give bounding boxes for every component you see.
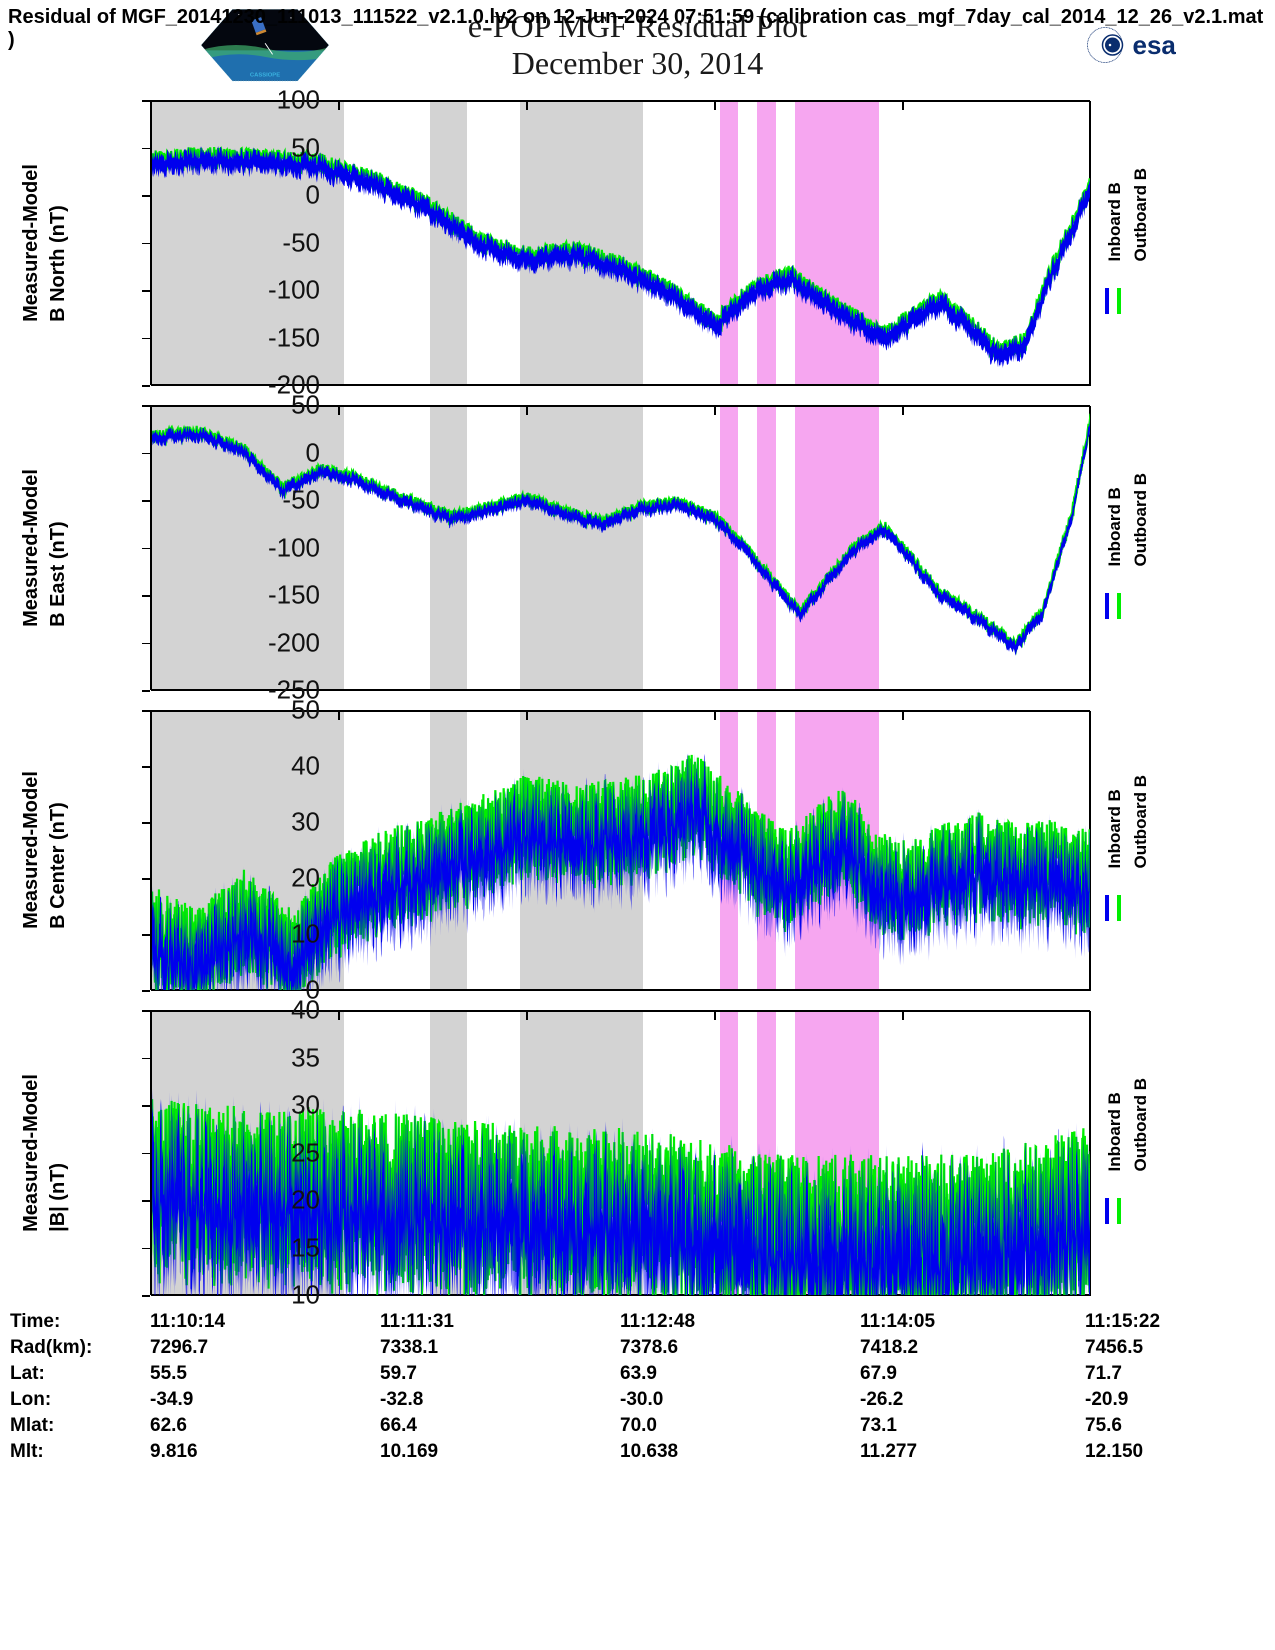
panel-b-magnitude: 40 35 30 25 20 15 10 Measured-Model |B| (nT) Inbo… bbox=[0, 1000, 1275, 1305]
y-axis-label-mag: Measured-Model |B| (nT) bbox=[20, 1074, 70, 1232]
legend-east: Inboard B Outboard B bbox=[1100, 473, 1250, 623]
legend-mag: Inboard B Outboard B bbox=[1100, 1078, 1250, 1228]
ytick-label-center-10: 10 bbox=[210, 919, 320, 950]
inboard-b-swatch bbox=[1105, 288, 1109, 314]
ytick-label-north--50: -50 bbox=[210, 227, 320, 258]
ytick-label-mag-30: 30 bbox=[210, 1090, 320, 1121]
y-axis-label-center: Measured-Model B Center (nT) bbox=[20, 771, 70, 929]
ytick-label-east-50: 50 bbox=[210, 390, 320, 421]
y-axis-label-north: Measured-Model B North (nT) bbox=[20, 164, 70, 322]
ytick-label-mag-35: 35 bbox=[210, 1042, 320, 1073]
outboard-b-swatch bbox=[1117, 288, 1121, 314]
ytick-label-center-30: 30 bbox=[210, 807, 320, 838]
y-axis-label-east: Measured-Model B East (nT) bbox=[20, 469, 70, 627]
time-table-row-radkm: Rad(km): 7296.7 7338.1 7378.6 7418.2 7456.5 bbox=[0, 1337, 1275, 1363]
panel-b-center: 50 40 30 20 10 0 Measured-Model B Center (nT) In… bbox=[0, 700, 1275, 1000]
panel-b-east: 50 0 -50 -100 -150 -200 -250 Measured-Model B Ea… bbox=[0, 395, 1275, 700]
ytick-label-north-50: 50 bbox=[210, 132, 320, 163]
ytick-label-east-0: 0 bbox=[210, 437, 320, 468]
ytick-label-east--50: -50 bbox=[210, 485, 320, 516]
ytick-label-center-20: 20 bbox=[210, 863, 320, 894]
ytick-label-mag-15: 15 bbox=[210, 1232, 320, 1263]
inboard-b-swatch bbox=[1105, 1198, 1109, 1224]
ytick-label-east--150: -150 bbox=[210, 580, 320, 611]
outboard-b-swatch bbox=[1117, 1198, 1121, 1224]
ytick-label-center-50: 50 bbox=[210, 695, 320, 726]
time-table-row-mlat: Mlat: 62.6 66.4 70.0 73.1 75.6 bbox=[0, 1415, 1275, 1441]
time-table-row-time: Time: 11:10:14 11:11:31 11:12:48 11:14:05 11:… bbox=[0, 1311, 1275, 1337]
ytick-label-north-0: 0 bbox=[210, 180, 320, 211]
ytick-label-center-40: 40 bbox=[210, 751, 320, 782]
footer-text: Residual of MGF_20141230_111013_111522_v… bbox=[8, 6, 1275, 52]
legend-north: Inboard B Outboard B bbox=[1100, 168, 1250, 318]
ytick-label-north--150: -150 bbox=[210, 322, 320, 353]
legend-center: Inboard B Outboard B bbox=[1100, 775, 1250, 925]
inboard-b-swatch bbox=[1105, 895, 1109, 921]
outboard-b-swatch bbox=[1117, 593, 1121, 619]
ytick-label-north-100: 100 bbox=[210, 85, 320, 116]
panel-b-north: 100 50 0 -50 -100 -150 -200 Measured-Model B Nor… bbox=[0, 90, 1275, 395]
ytick-label-mag-40: 40 bbox=[210, 995, 320, 1026]
inboard-b-swatch bbox=[1105, 593, 1109, 619]
outboard-b-swatch bbox=[1117, 895, 1121, 921]
ytick-label-east--200: -200 bbox=[210, 627, 320, 658]
time-table-row-lon: Lon: -34.9 -32.8 -30.0 -26.2 -20.9 bbox=[0, 1389, 1275, 1415]
ytick-label-east--100: -100 bbox=[210, 532, 320, 563]
time-table-row-mlt: Mlt: 9.816 10.169 10.638 11.277 12.150 bbox=[0, 1441, 1275, 1467]
time-data-table: Time: 11:10:14 11:11:31 11:12:48 11:14:05 11:… bbox=[0, 1305, 1275, 1467]
ytick-label-north--100: -100 bbox=[210, 275, 320, 306]
ytick-label-mag-20: 20 bbox=[210, 1185, 320, 1216]
time-table-row-lat: Lat: 55.5 59.7 63.9 67.9 71.7 bbox=[0, 1363, 1275, 1389]
ytick-label-mag-25: 25 bbox=[210, 1137, 320, 1168]
